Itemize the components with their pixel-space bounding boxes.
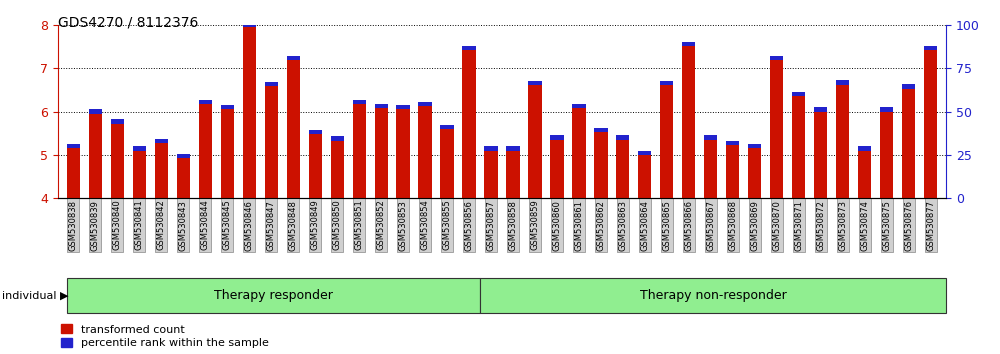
Bar — [550, 140, 564, 198]
Bar — [924, 46, 937, 50]
Bar — [528, 86, 542, 198]
Bar — [353, 104, 366, 198]
Bar — [155, 139, 168, 143]
Bar — [265, 82, 278, 86]
Bar — [375, 108, 388, 198]
Bar — [748, 148, 761, 198]
Bar — [67, 148, 80, 198]
Bar — [440, 125, 454, 129]
Bar — [880, 107, 893, 112]
Bar — [814, 107, 827, 112]
Bar — [506, 146, 520, 150]
Bar — [221, 109, 234, 198]
Text: GDS4270 / 8112376: GDS4270 / 8112376 — [58, 16, 198, 30]
Bar — [682, 46, 695, 198]
Bar — [309, 130, 322, 135]
Bar — [375, 104, 388, 108]
Bar — [353, 100, 366, 104]
Bar — [880, 112, 893, 198]
Bar — [594, 132, 608, 198]
Bar — [770, 60, 783, 198]
Bar — [111, 124, 124, 198]
Text: individual ▶: individual ▶ — [2, 291, 68, 301]
Bar — [594, 127, 608, 132]
Bar — [221, 105, 234, 109]
Bar — [309, 135, 322, 198]
Bar — [748, 144, 761, 148]
Bar — [177, 158, 190, 198]
Bar — [199, 104, 212, 198]
Bar — [67, 144, 80, 148]
Bar — [462, 50, 476, 198]
Bar — [836, 85, 849, 198]
Bar — [638, 150, 651, 155]
Bar — [660, 86, 673, 198]
Bar — [682, 42, 695, 46]
Bar — [331, 141, 344, 198]
Bar — [484, 146, 498, 150]
Bar — [440, 129, 454, 198]
Bar — [462, 46, 476, 50]
Bar — [902, 88, 915, 198]
Bar — [287, 60, 300, 198]
Bar — [133, 150, 146, 198]
Bar — [572, 104, 586, 108]
Bar — [550, 135, 564, 140]
Bar — [177, 154, 190, 158]
Bar — [484, 150, 498, 198]
Bar — [418, 106, 432, 198]
Bar — [858, 146, 871, 150]
Bar — [858, 150, 871, 198]
Bar — [155, 143, 168, 198]
Bar — [199, 100, 212, 104]
Bar — [638, 155, 651, 198]
Bar — [616, 140, 629, 198]
Bar — [111, 119, 124, 124]
Bar — [704, 140, 717, 198]
Bar — [528, 81, 542, 86]
Bar — [726, 145, 739, 198]
Text: Therapy responder: Therapy responder — [214, 289, 333, 302]
Bar — [133, 146, 146, 150]
Bar — [506, 150, 520, 198]
Bar — [704, 135, 717, 140]
Bar — [902, 84, 915, 88]
Bar — [770, 56, 783, 60]
Bar — [572, 108, 586, 198]
Legend: transformed count, percentile rank within the sample: transformed count, percentile rank withi… — [61, 324, 268, 348]
Text: Therapy non-responder: Therapy non-responder — [640, 289, 786, 302]
Bar — [287, 56, 300, 60]
Bar — [89, 114, 102, 198]
Bar — [814, 112, 827, 198]
Bar — [396, 109, 410, 198]
Bar — [243, 23, 256, 27]
Bar — [418, 102, 432, 106]
Bar — [265, 86, 278, 198]
Bar — [396, 105, 410, 109]
Bar — [836, 80, 849, 85]
Bar — [792, 92, 805, 96]
Bar — [89, 109, 102, 114]
Bar — [616, 135, 629, 140]
Bar — [792, 96, 805, 198]
Bar — [726, 141, 739, 145]
Bar — [660, 81, 673, 86]
Bar — [331, 136, 344, 141]
Bar — [924, 50, 937, 198]
Bar — [243, 27, 256, 198]
